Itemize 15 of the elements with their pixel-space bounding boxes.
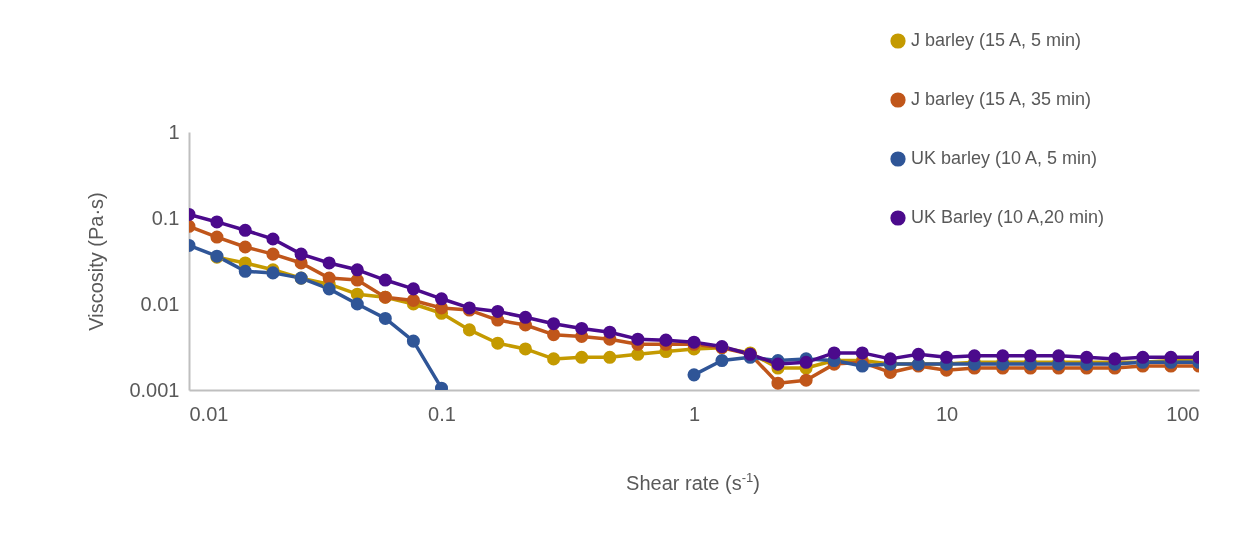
x-tick-label: 100	[1166, 402, 1200, 425]
y-axis-title: Viscosity (Pa·s)	[85, 192, 108, 331]
x-tick-label: 10	[935, 402, 959, 425]
x-axis-title: Shear rate (s$^{-1}$)	[625, 470, 761, 495]
y-tick-label: 0.1	[151, 206, 180, 229]
y-tick-label: 0.001	[129, 378, 180, 401]
x-tick-label: 1	[688, 402, 701, 425]
legend-label: UK barley (10 A, 5 min)	[911, 148, 1098, 168]
y-tick-label: 0.01	[140, 292, 180, 315]
legend-label: J barley (15 A, 35 min)	[911, 89, 1092, 109]
x-tick-label: 0.01	[189, 402, 229, 425]
legend-label: UK Barley (10 A,20 min)	[911, 207, 1105, 227]
legend-label: J barley (15 A, 5 min)	[911, 30, 1082, 50]
x-tick-label: 0.1	[428, 402, 456, 425]
y-tick-label: 1	[168, 120, 180, 143]
